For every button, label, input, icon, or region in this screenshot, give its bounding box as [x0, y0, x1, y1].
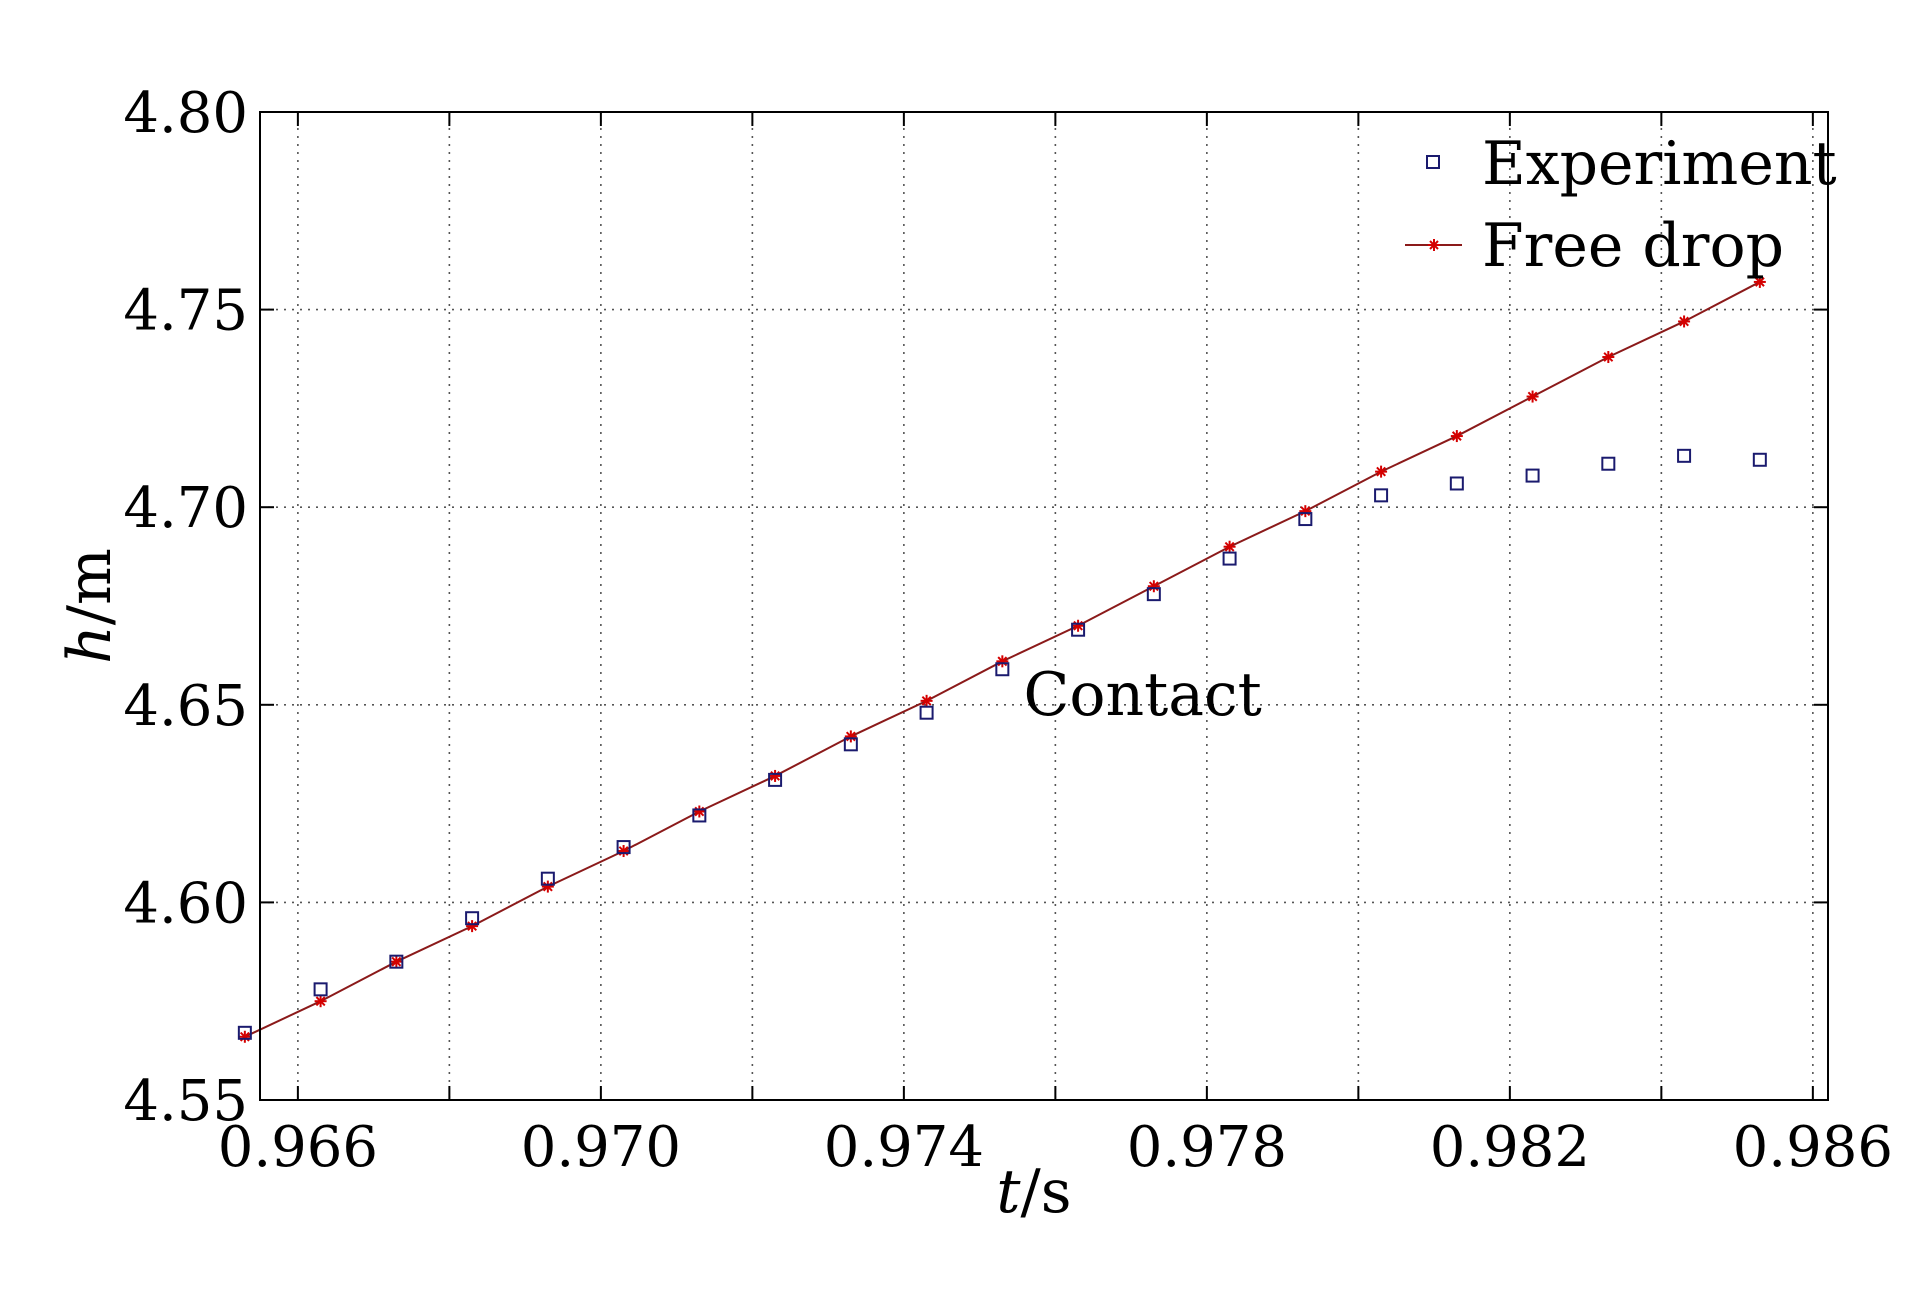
freedrop-point [1450, 430, 1463, 443]
y-axis-label-var: h [55, 625, 125, 664]
legend: Experiment Free drop [1405, 129, 1837, 281]
experiment-point [465, 911, 480, 926]
freedrop-point [1223, 540, 1236, 553]
grid [260, 112, 1828, 1100]
x-tick-label: 0.982 [1430, 1115, 1590, 1180]
freedrop-point [1526, 390, 1539, 403]
freedrop-point [1753, 275, 1766, 288]
x-tick-label: 0.966 [218, 1115, 378, 1180]
x-axis-label-var: t [996, 1157, 1021, 1227]
freedrop-point [314, 995, 327, 1008]
y-tick-label: 4.65 [123, 674, 248, 739]
experiment-point [1525, 468, 1540, 483]
x-axis-label: t/s [996, 1157, 1071, 1227]
y-tick-label: 4.70 [123, 476, 248, 541]
tick-labels: 0.966 0.970 0.974 0.978 0.982 0.986 4.55 4.60 4.… [123, 81, 1893, 1180]
experiment-point [1374, 488, 1389, 503]
y-tick-label: 4.60 [123, 871, 248, 936]
freedrop-point [1072, 619, 1085, 632]
experiment-point [389, 954, 404, 969]
x-tick-label: 0.970 [521, 1115, 681, 1180]
experiment-point [1752, 452, 1767, 467]
experiment-point [616, 840, 631, 855]
legend-freedrop-marker [1428, 239, 1440, 251]
freedrop-point [844, 730, 857, 743]
experiment-point [1071, 622, 1086, 637]
experiment-point [540, 871, 555, 886]
series-layer [237, 275, 1767, 1043]
legend-freedrop-label: Free drop [1482, 211, 1784, 281]
freedrop-point [466, 920, 479, 933]
y-tick-label: 4.75 [123, 279, 248, 344]
experiment-point [1146, 587, 1161, 602]
x-tick-label: 0.978 [1127, 1115, 1287, 1180]
legend-experiment-label: Experiment [1482, 129, 1837, 199]
experiment-point [768, 772, 783, 787]
experiment-point [843, 737, 858, 752]
experiment-point [1222, 551, 1237, 566]
experiment-point [692, 808, 707, 823]
experiment-point [1677, 448, 1692, 463]
experiment-point [1298, 512, 1313, 527]
annotation-contact: Contact [1023, 660, 1261, 730]
plot-frame [259, 111, 1829, 1101]
freedrop-point [1375, 465, 1388, 478]
freedrop-point [1678, 315, 1691, 328]
experiment-point [237, 1025, 252, 1040]
experiment-point [1601, 456, 1616, 471]
legend-experiment-marker [1426, 155, 1440, 169]
experiment-point [919, 705, 934, 720]
x-tick-label: 0.986 [1733, 1115, 1893, 1180]
experiment-point [995, 662, 1010, 677]
freedrop-point [238, 1030, 251, 1043]
y-axis-label-unit: /m [55, 548, 125, 625]
y-tick-label: 4.80 [123, 81, 248, 146]
x-tick-label: 0.974 [824, 1115, 984, 1180]
freedrop-point [1147, 580, 1160, 593]
y-axis-label: h/m [55, 548, 125, 664]
freedrop-point [1602, 351, 1615, 364]
x-axis-label-unit: /s [1021, 1157, 1072, 1227]
experiment-point [313, 982, 328, 997]
experiment-point [1449, 476, 1464, 491]
y-tick-label: 4.55 [123, 1069, 248, 1134]
freedrop-point [1299, 505, 1312, 518]
freedrop-point [390, 955, 403, 968]
freedrop-point [920, 694, 933, 707]
ticks [260, 111, 1828, 1101]
